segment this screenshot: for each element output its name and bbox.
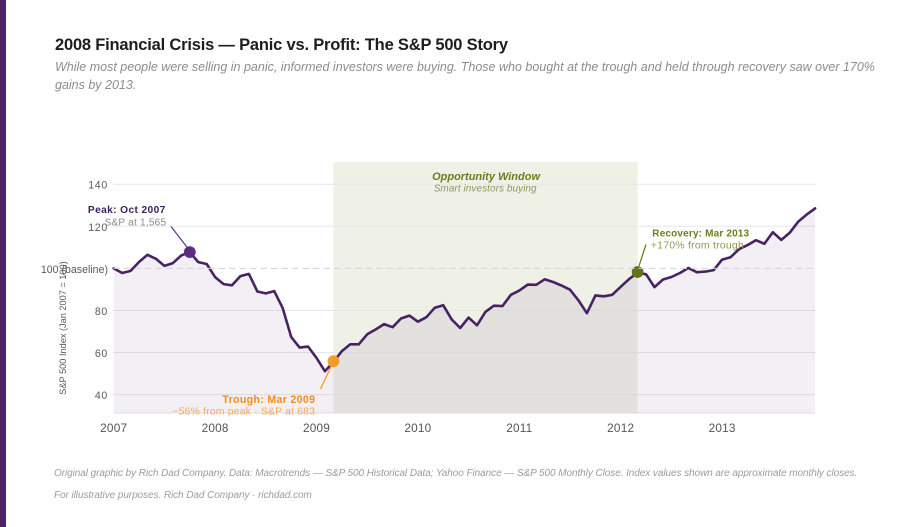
svg-text:2009: 2009 [303,421,330,435]
svg-text:2008: 2008 [202,421,229,435]
svg-text:60: 60 [95,348,108,360]
svg-text:100 (baseline): 100 (baseline) [41,264,108,276]
svg-text:2007: 2007 [100,421,127,435]
svg-text:140: 140 [88,180,108,192]
svg-text:2011: 2011 [506,421,532,435]
svg-text:−56% from peak · S&P at 683: −56% from peak · S&P at 683 [172,406,315,418]
svg-text:Recovery: Mar 2013: Recovery: Mar 2013 [652,228,749,239]
svg-text:120: 120 [88,222,108,234]
svg-text:2010: 2010 [404,421,431,435]
svg-text:40: 40 [95,390,108,402]
svg-text:80: 80 [95,306,108,318]
svg-text:+170% from trough: +170% from trough [651,240,744,252]
svg-text:S&P 500 Index (Jan 2007 = 100): S&P 500 Index (Jan 2007 = 100) [58,261,68,394]
svg-text:2013: 2013 [709,421,736,435]
svg-text:S&P at 1,565: S&P at 1,565 [105,218,167,229]
svg-text:Opportunity Window: Opportunity Window [432,171,541,183]
svg-text:Smart investors buying: Smart investors buying [434,184,537,195]
svg-text:Peak: Oct 2007: Peak: Oct 2007 [88,205,166,216]
svg-text:Trough: Mar 2009: Trough: Mar 2009 [222,394,315,406]
svg-text:2012: 2012 [607,421,634,435]
